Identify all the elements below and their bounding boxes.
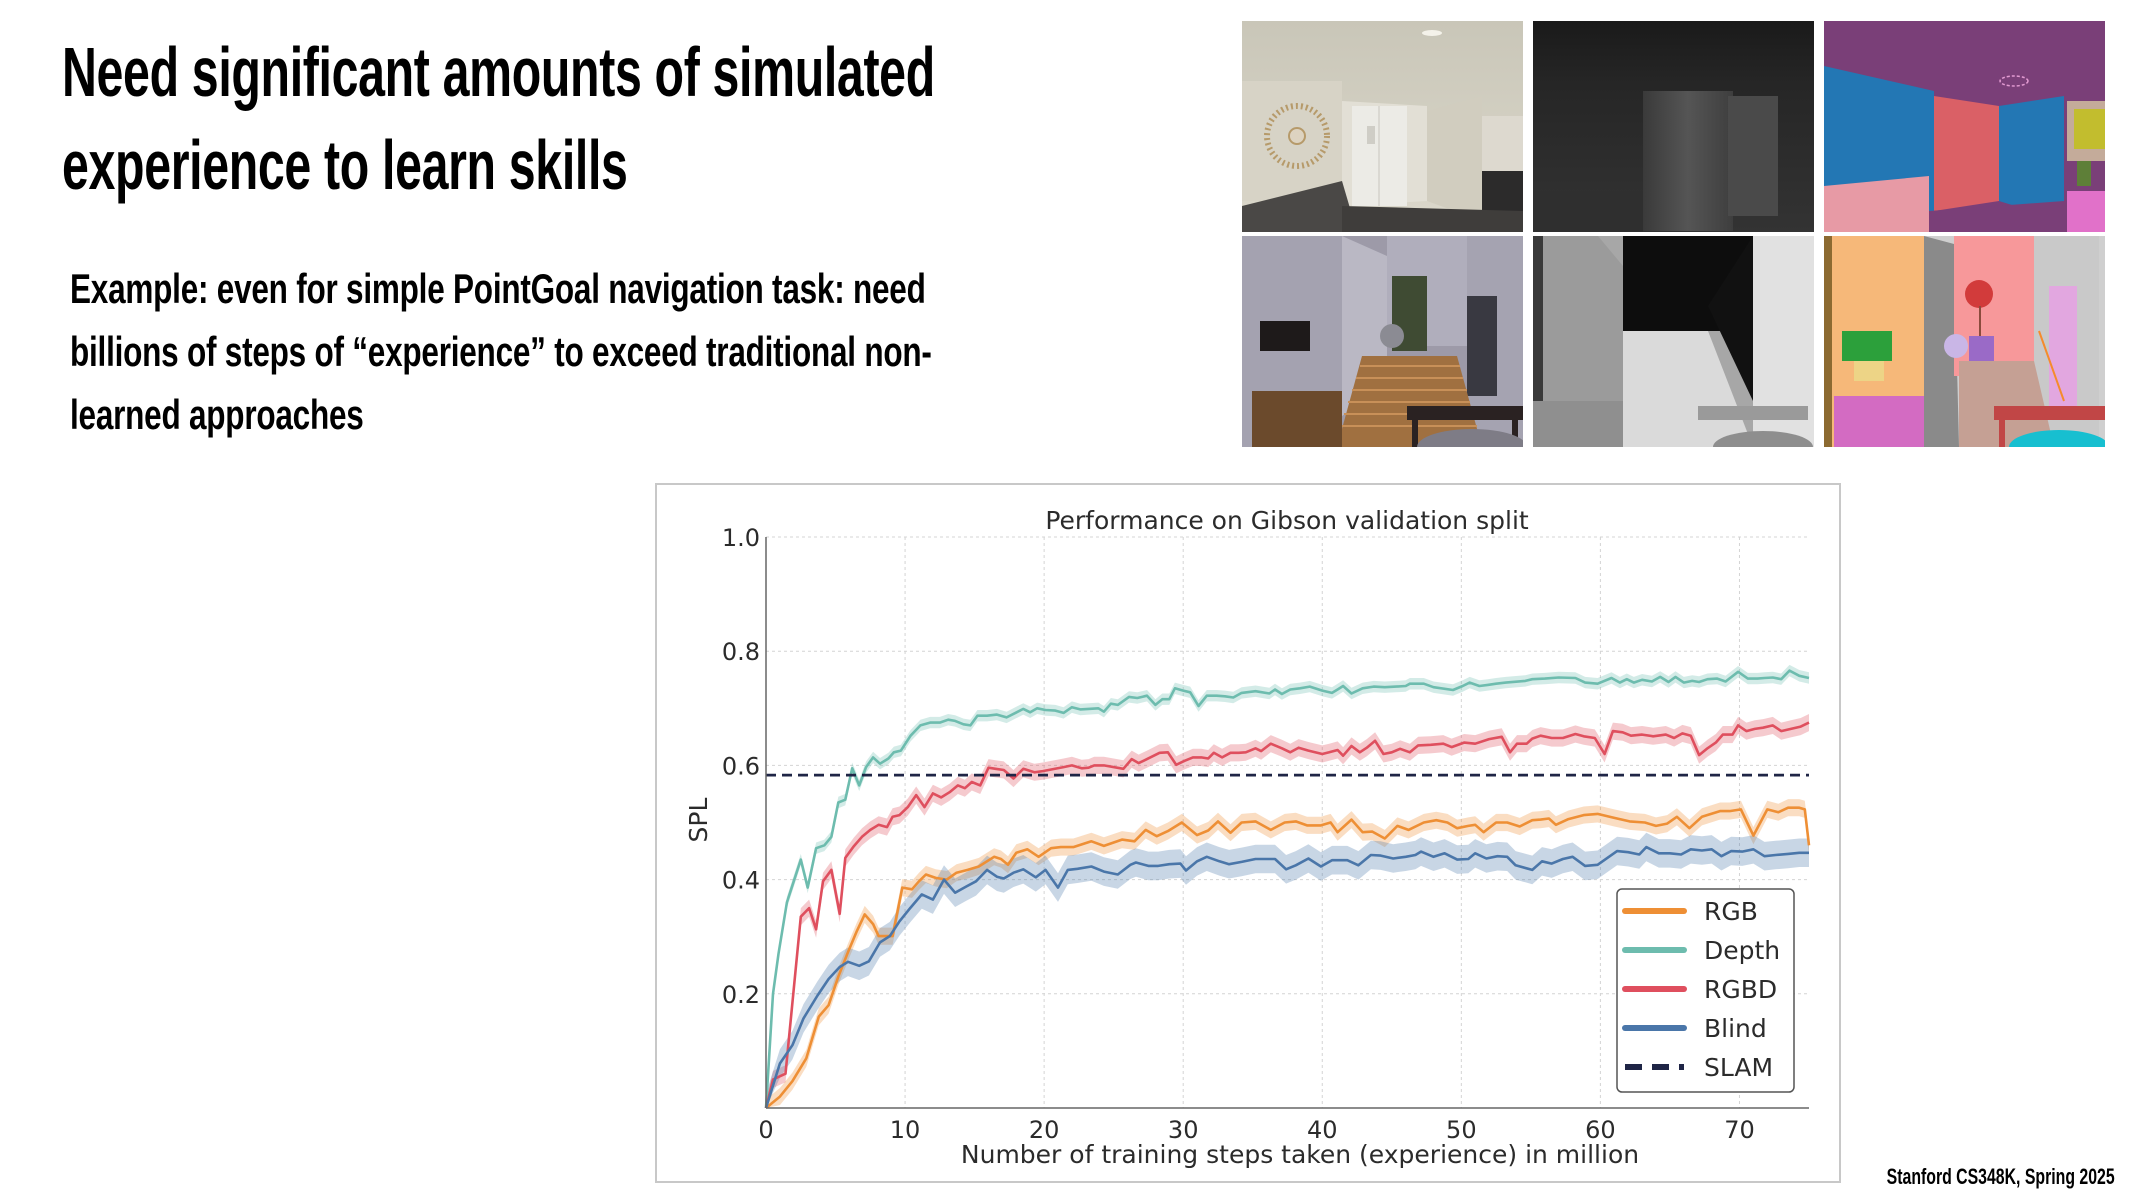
series-lines bbox=[764, 669, 1811, 1110]
subtitle-line-3: learned approaches bbox=[70, 391, 364, 438]
legend-label-rgb: RGB bbox=[1704, 897, 1758, 926]
x-tick-label: 70 bbox=[1724, 1116, 1755, 1144]
y-tick-label: 0.8 bbox=[722, 638, 760, 666]
subtitle-line-2: billions of steps of “experience” to exc… bbox=[70, 328, 932, 375]
x-tick-label: 30 bbox=[1168, 1116, 1199, 1144]
series-rgbd-line bbox=[764, 721, 1810, 1109]
x-tick-label: 20 bbox=[1029, 1116, 1060, 1144]
course-footer: Stanford CS348K, Spring 2025 bbox=[1887, 1164, 2115, 1189]
legend-label-slam: SLAM bbox=[1704, 1053, 1773, 1082]
x-axis-label: Number of training steps taken (experien… bbox=[961, 1140, 1639, 1169]
legend-label-rgbd: RGBD bbox=[1704, 975, 1777, 1004]
legend-label-depth: Depth bbox=[1704, 936, 1780, 965]
legend-label-blind: Blind bbox=[1704, 1014, 1767, 1043]
chart-legend: RGB Depth RGBD Blind SLAM bbox=[1616, 888, 1795, 1093]
spl-chart: 0 10 20 30 40 50 60 70 0.2 0.4 0.6 0.8 1.0 Performan… bbox=[655, 483, 1841, 1183]
observation-image-grid bbox=[1242, 21, 2105, 447]
chart-axes: 0 10 20 30 40 50 60 70 0.2 0.4 0.6 0.8 1.0 bbox=[722, 524, 1809, 1144]
spl-chart-canvas: 0 10 20 30 40 50 60 70 0.2 0.4 0.6 0.8 1.0 Performan… bbox=[684, 506, 1811, 1169]
series-depth-line bbox=[764, 669, 1810, 1109]
x-tick-label: 40 bbox=[1307, 1116, 1338, 1144]
x-tick-label: 50 bbox=[1446, 1116, 1477, 1144]
confidence-bands bbox=[766, 664, 1809, 1108]
series-blind-line bbox=[764, 845, 1809, 1109]
rgb-view-stairs-image bbox=[1242, 236, 1523, 447]
subtitle-line-1: Example: even for simple PointGoal navig… bbox=[70, 265, 926, 312]
chart-title: Performance on Gibson validation split bbox=[1045, 506, 1529, 535]
depth-view-stairs-image bbox=[1533, 236, 1814, 447]
semantic-view-stairs-image bbox=[1824, 236, 2105, 447]
series-rgb-line bbox=[765, 806, 1811, 1110]
semantic-view-hallway-image bbox=[1824, 21, 2105, 232]
y-tick-label: 0.2 bbox=[722, 981, 760, 1009]
rgb-view-hallway-image bbox=[1242, 21, 1523, 232]
depth-view-hallway-image bbox=[1533, 21, 1814, 232]
y-tick-label: 1.0 bbox=[722, 524, 760, 552]
x-tick-label: 0 bbox=[758, 1116, 773, 1144]
y-axis-label: SPL bbox=[684, 797, 713, 842]
x-tick-label: 60 bbox=[1585, 1116, 1616, 1144]
y-tick-label: 0.4 bbox=[722, 867, 760, 895]
x-tick-label: 10 bbox=[890, 1116, 921, 1144]
slide-title-line-2: experience to learn skills bbox=[62, 126, 628, 204]
y-tick-label: 0.6 bbox=[722, 752, 760, 780]
slide-title-line-1: Need significant amounts of simulated bbox=[62, 33, 935, 111]
